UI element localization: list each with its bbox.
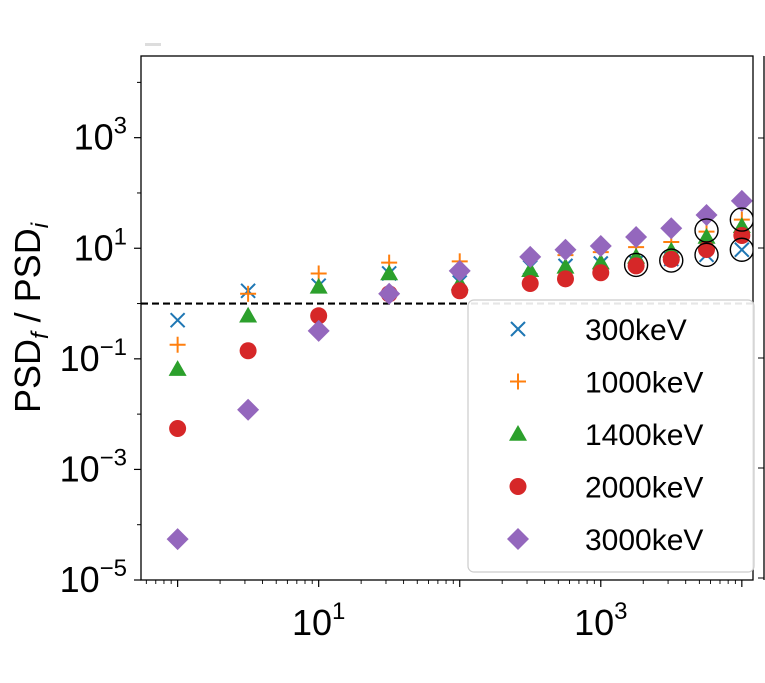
point-1000keV-1 bbox=[240, 285, 257, 302]
point-2000keV-1 bbox=[239, 342, 257, 360]
point-300keV-0 bbox=[169, 312, 186, 328]
legend-label-2000keV: 2000keV bbox=[585, 472, 703, 505]
legend-marker-1400keV bbox=[509, 425, 527, 441]
y-tick-label: 101 bbox=[74, 223, 127, 268]
point-1400keV-3 bbox=[380, 264, 399, 281]
legend-label-300keV: 300keV bbox=[585, 314, 687, 347]
point-1400keV-6 bbox=[556, 257, 575, 274]
point-3000keV-9 bbox=[660, 217, 683, 240]
circled-point-0 bbox=[623, 252, 649, 278]
point-3000keV-4 bbox=[448, 259, 471, 282]
circled-point-4 bbox=[729, 237, 753, 262]
top-artifact bbox=[145, 43, 161, 46]
point-1400keV-2 bbox=[309, 277, 328, 294]
legend-label-1400keV: 1400keV bbox=[585, 419, 703, 452]
y-tick-label: 10−1 bbox=[60, 334, 127, 379]
legend-label-3000keV: 3000keV bbox=[585, 524, 703, 557]
legend-marker-2000keV bbox=[509, 478, 527, 495]
point-3000keV-0 bbox=[166, 528, 189, 551]
point-3000keV-3 bbox=[378, 282, 401, 305]
circled-point-2 bbox=[694, 242, 719, 268]
circled-point-3 bbox=[694, 218, 719, 243]
x-tick-label: 103 bbox=[574, 598, 627, 643]
point-3000keV-8 bbox=[625, 225, 648, 248]
point-3000keV-1 bbox=[237, 398, 260, 421]
y-axis-label: PSDf / PSDi bbox=[7, 222, 54, 413]
legend-marker-300keV bbox=[510, 321, 526, 337]
series-2000keV bbox=[169, 227, 751, 437]
y-tick-label: 103 bbox=[74, 113, 127, 158]
circled-point-1 bbox=[659, 248, 684, 273]
adjacent-panel-edge bbox=[758, 56, 765, 580]
point-300keV-11 bbox=[734, 242, 750, 258]
legend: 300keV 1000keV 1400keV 2000keV 3000keV bbox=[467, 299, 755, 573]
point-2000keV-10 bbox=[698, 240, 716, 258]
y-tick-label: 10−3 bbox=[60, 444, 127, 489]
point-2000keV-0 bbox=[169, 419, 187, 437]
point-2000keV-4 bbox=[451, 282, 469, 300]
legend-box bbox=[467, 299, 755, 573]
circled-points bbox=[623, 207, 753, 278]
point-2000keV-8 bbox=[627, 257, 645, 275]
point-3000keV-6 bbox=[554, 238, 577, 261]
point-3000keV-5 bbox=[519, 245, 542, 268]
point-3000keV-7 bbox=[589, 234, 612, 257]
point-1000keV-0 bbox=[169, 336, 186, 353]
point-2000keV-7 bbox=[592, 264, 610, 282]
point-1400keV-1 bbox=[239, 306, 258, 323]
point-3000keV-2 bbox=[307, 319, 330, 342]
point-1400keV-5 bbox=[521, 261, 540, 278]
legend-marker-1000keV bbox=[510, 373, 526, 390]
circled-point-5 bbox=[729, 207, 753, 232]
legend-marker-3000keV bbox=[507, 528, 529, 550]
point-2000keV-5 bbox=[521, 275, 539, 293]
axis-ticks: 101 103 10−5 10−3 10−1 101 103 bbox=[60, 81, 743, 643]
point-2000keV-2 bbox=[310, 307, 328, 325]
point-2000keV-9 bbox=[662, 250, 680, 268]
point-1400keV-10 bbox=[697, 227, 716, 244]
legend-label-1000keV: 1000keV bbox=[585, 367, 703, 400]
y-tick-label: 10−5 bbox=[60, 555, 127, 600]
point-1400keV-0 bbox=[168, 360, 187, 376]
point-2000keV-6 bbox=[556, 270, 574, 288]
point-3000keV-11 bbox=[730, 189, 753, 212]
plot-marks bbox=[141, 189, 753, 551]
point-1400keV-7 bbox=[591, 253, 610, 270]
x-tick-label: 101 bbox=[292, 598, 345, 643]
